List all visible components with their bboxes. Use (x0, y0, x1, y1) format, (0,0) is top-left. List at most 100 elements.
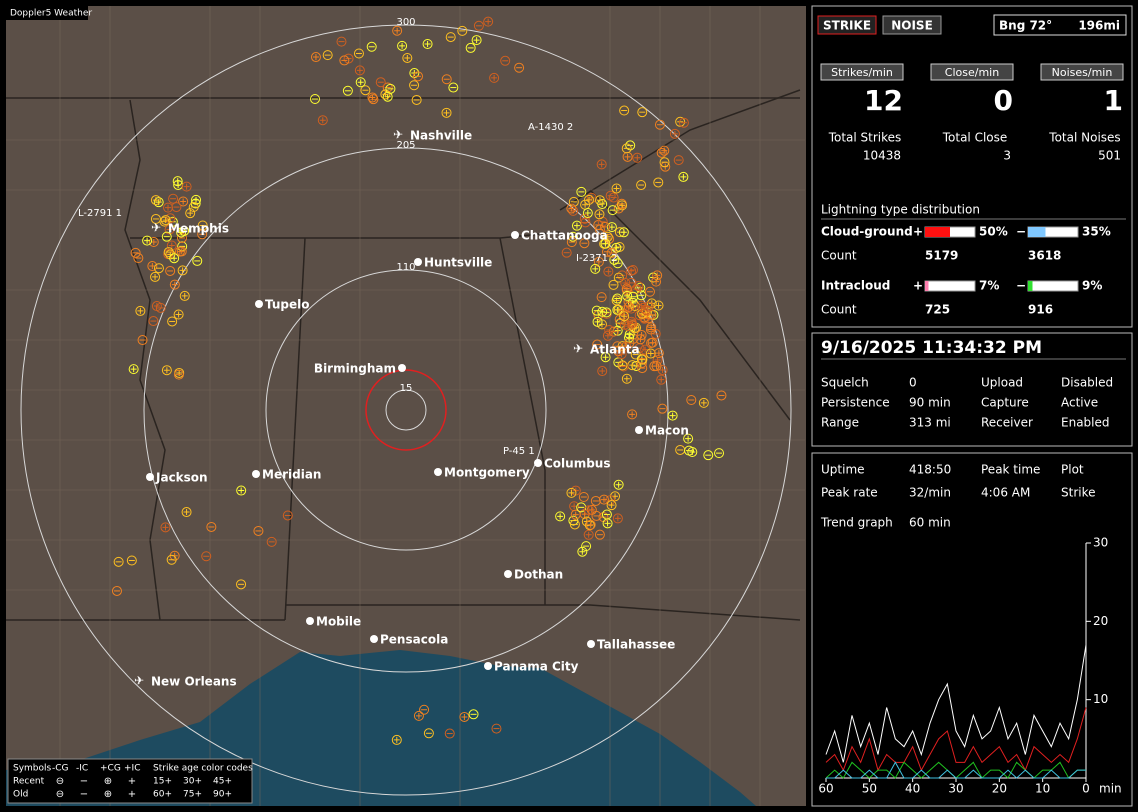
strike-symbol (607, 205, 618, 216)
dist-percent: 35% (1082, 225, 1111, 239)
legend-symbol: − (80, 776, 88, 787)
strike-symbol (669, 128, 680, 139)
strike-sign (599, 368, 606, 375)
strike-symbol (266, 536, 277, 547)
strike-symbol (703, 450, 714, 461)
strike-symbol (167, 316, 178, 327)
strike-sign (619, 202, 626, 209)
airport-icon: ✈ (151, 221, 161, 235)
strike-sign (568, 489, 575, 496)
strike-sign (623, 343, 630, 350)
strike-sign (152, 197, 159, 204)
strike-symbol (161, 365, 172, 376)
setting: Squelch (821, 376, 869, 390)
strike-symbol (581, 516, 592, 527)
strike-symbol (409, 80, 420, 91)
strike-symbol (402, 52, 413, 63)
strike-sign (655, 302, 662, 309)
app-title: Doppler5 Weather (10, 9, 92, 19)
strike-sign (625, 303, 632, 310)
ring-label: 110 (396, 262, 415, 273)
strike-sign (180, 198, 187, 205)
strike-symbol (176, 232, 187, 243)
setting: 0 (909, 376, 917, 390)
strike-symbol (647, 337, 658, 348)
strike-symbol (605, 190, 616, 201)
strike-sign (415, 712, 422, 719)
total-value: 501 (1098, 149, 1121, 163)
strike-sign (312, 54, 319, 61)
strike-sign (598, 161, 605, 168)
strike-symbol (651, 276, 662, 287)
strike-sign (238, 487, 245, 494)
strike-symbol (176, 227, 187, 238)
legend-age-label: Strike age color codes (153, 764, 253, 774)
strike-symbol (576, 186, 587, 197)
strike-symbol (164, 224, 175, 235)
x-tick-label: 20 (992, 782, 1007, 796)
trend-line (825, 707, 1087, 772)
strike-symbol (597, 306, 608, 317)
strike-sign (587, 521, 594, 528)
strike-symbol (473, 20, 484, 31)
strike-symbol (646, 322, 657, 333)
distance: 196mi (1078, 19, 1120, 33)
strike-symbol (597, 366, 608, 377)
dist-sign: − (1016, 225, 1026, 239)
strike-symbol (354, 65, 365, 76)
strike-sign (647, 350, 654, 357)
strike-symbol (165, 249, 176, 260)
legend-age: 15+ (153, 777, 172, 787)
strike-sign (642, 346, 649, 353)
city-label: Atlanta (590, 343, 640, 357)
city-label: Nashville (410, 129, 472, 143)
title-bg (6, 6, 88, 20)
strike-sign (175, 181, 182, 188)
strike-symbol (652, 355, 663, 366)
strike-symbol (236, 579, 247, 590)
strike-sign (175, 311, 182, 318)
strike-symbol (638, 302, 649, 313)
x-tick-label: 10 (1035, 782, 1050, 796)
strike-symbol (637, 354, 648, 365)
strike-symbol (613, 304, 624, 315)
legend-type: +CG (100, 764, 121, 774)
strike-symbol (596, 292, 607, 303)
strike-symbol (678, 171, 689, 182)
strike-symbol (391, 734, 402, 745)
city-label: Macon (645, 424, 689, 438)
strike-button-label: STRIKE (823, 19, 871, 33)
city-dot (434, 468, 442, 476)
strike-sign (658, 376, 665, 383)
dist-sign: + (913, 279, 923, 293)
legend-age: 45+ (213, 777, 232, 787)
strike-symbol (571, 220, 582, 231)
strike-symbol (714, 448, 725, 459)
strike-symbol (413, 710, 424, 721)
strike-symbol (310, 94, 321, 105)
city-label: Meridian (262, 468, 321, 482)
strike-symbol (171, 202, 182, 213)
strike-symbol (600, 221, 611, 232)
city-dot (306, 617, 314, 625)
city-label: Tupelo (265, 298, 310, 312)
strike-symbol (179, 290, 190, 301)
strike-symbol (375, 77, 386, 88)
setting: 313 mi (909, 416, 951, 430)
strike-sign (585, 531, 592, 538)
strike-symbol (583, 505, 594, 516)
strike-symbol (635, 334, 646, 345)
strike-symbol (627, 264, 638, 275)
airport-icon: ✈ (393, 128, 403, 142)
strike-symbol (568, 205, 579, 216)
strike-symbol (367, 92, 378, 103)
strike-symbol (441, 107, 452, 118)
strike-sign (319, 117, 326, 124)
stat: Peak time (981, 463, 1040, 477)
strike-symbol (468, 709, 479, 720)
strike-symbol (366, 41, 377, 52)
dist-bar (925, 227, 950, 237)
strike-sign (162, 524, 169, 531)
strike-sign (613, 185, 620, 192)
strike-symbol (457, 25, 468, 36)
